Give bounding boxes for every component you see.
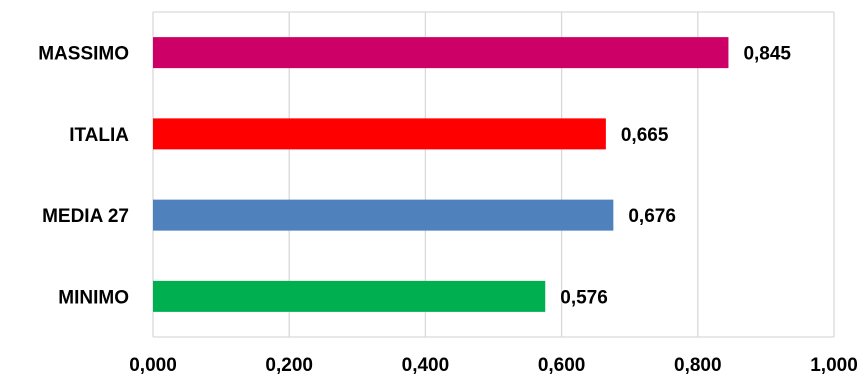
x-tick-label: 0,000 <box>129 355 177 376</box>
label-layer: MASSIMO 0,845 ITALIA 0,665 MEDIA 27 0,676 MINI… <box>38 44 858 376</box>
bar-layer <box>153 37 729 312</box>
bar-massimo <box>153 37 729 69</box>
x-tick-label: 0,600 <box>538 355 586 376</box>
category-label: ITALIA <box>69 125 129 146</box>
category-label: MINIMO <box>58 287 129 308</box>
category-label: MEDIA 27 <box>42 206 129 227</box>
bar-italia <box>153 118 606 150</box>
x-tick-label: 1,000 <box>810 355 858 376</box>
category-label: MASSIMO <box>38 44 129 65</box>
data-label: 0,665 <box>621 125 669 146</box>
data-label: 0,676 <box>628 206 676 227</box>
data-label: 0,845 <box>743 44 791 65</box>
x-tick-label: 0,400 <box>402 355 450 376</box>
bar-minimo <box>153 280 546 312</box>
x-tick-label: 0,200 <box>265 355 313 376</box>
data-label: 0,576 <box>560 287 608 308</box>
bar-media-27 <box>153 199 614 231</box>
x-tick-label: 0,800 <box>674 355 722 376</box>
